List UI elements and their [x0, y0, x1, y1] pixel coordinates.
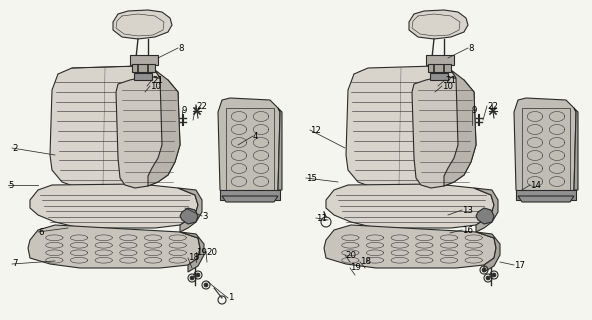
Circle shape	[492, 273, 496, 277]
Text: 15: 15	[306, 173, 317, 182]
Text: 21: 21	[152, 76, 163, 84]
Polygon shape	[50, 66, 162, 195]
Polygon shape	[180, 232, 204, 272]
Text: 20: 20	[345, 251, 356, 260]
Polygon shape	[326, 184, 494, 228]
Circle shape	[486, 276, 490, 280]
Polygon shape	[474, 188, 498, 232]
Circle shape	[190, 276, 194, 280]
Text: 7: 7	[12, 260, 18, 268]
Polygon shape	[426, 55, 454, 65]
Circle shape	[196, 273, 200, 277]
Text: 18: 18	[188, 253, 199, 262]
Text: 6: 6	[38, 228, 43, 236]
Polygon shape	[430, 73, 448, 80]
Polygon shape	[346, 66, 458, 195]
Polygon shape	[412, 76, 476, 188]
Polygon shape	[220, 190, 280, 200]
Circle shape	[204, 283, 208, 287]
Text: 19: 19	[350, 263, 361, 273]
Polygon shape	[222, 196, 278, 202]
Text: 17: 17	[514, 260, 525, 269]
Polygon shape	[116, 76, 180, 188]
Text: 3: 3	[202, 212, 208, 220]
Polygon shape	[324, 225, 496, 268]
Text: 10: 10	[150, 82, 161, 91]
Text: 13: 13	[462, 205, 473, 214]
Text: 9: 9	[472, 106, 477, 115]
Polygon shape	[130, 55, 158, 65]
Text: 20: 20	[206, 247, 217, 257]
Text: 5: 5	[8, 180, 14, 189]
Polygon shape	[278, 108, 282, 190]
Text: 22: 22	[196, 101, 207, 110]
Polygon shape	[428, 64, 451, 72]
Text: 8: 8	[468, 44, 474, 52]
Polygon shape	[444, 70, 476, 186]
Polygon shape	[148, 70, 180, 186]
Polygon shape	[574, 108, 578, 190]
Text: 14: 14	[530, 180, 541, 189]
Polygon shape	[113, 10, 172, 39]
Text: 22: 22	[487, 101, 498, 110]
Text: 9: 9	[182, 106, 188, 115]
Text: 1: 1	[228, 293, 233, 302]
Text: 18: 18	[360, 258, 371, 267]
Polygon shape	[409, 10, 468, 39]
Polygon shape	[30, 184, 198, 228]
Polygon shape	[28, 225, 200, 268]
Text: 4: 4	[253, 132, 259, 140]
Polygon shape	[134, 73, 152, 80]
Polygon shape	[476, 232, 500, 272]
Polygon shape	[514, 98, 576, 198]
Text: 19: 19	[196, 247, 207, 257]
Polygon shape	[518, 196, 574, 202]
Polygon shape	[218, 98, 280, 198]
Circle shape	[482, 268, 486, 272]
Text: 11: 11	[316, 213, 327, 222]
Text: 16: 16	[462, 226, 473, 235]
Polygon shape	[132, 64, 155, 72]
Polygon shape	[178, 188, 202, 232]
Text: 12: 12	[310, 125, 321, 134]
Text: 2: 2	[12, 143, 18, 153]
Polygon shape	[180, 208, 198, 224]
Polygon shape	[476, 208, 494, 224]
Text: 8: 8	[178, 44, 184, 52]
Text: 10: 10	[442, 82, 453, 91]
Text: 21: 21	[445, 76, 456, 84]
Polygon shape	[516, 190, 576, 200]
